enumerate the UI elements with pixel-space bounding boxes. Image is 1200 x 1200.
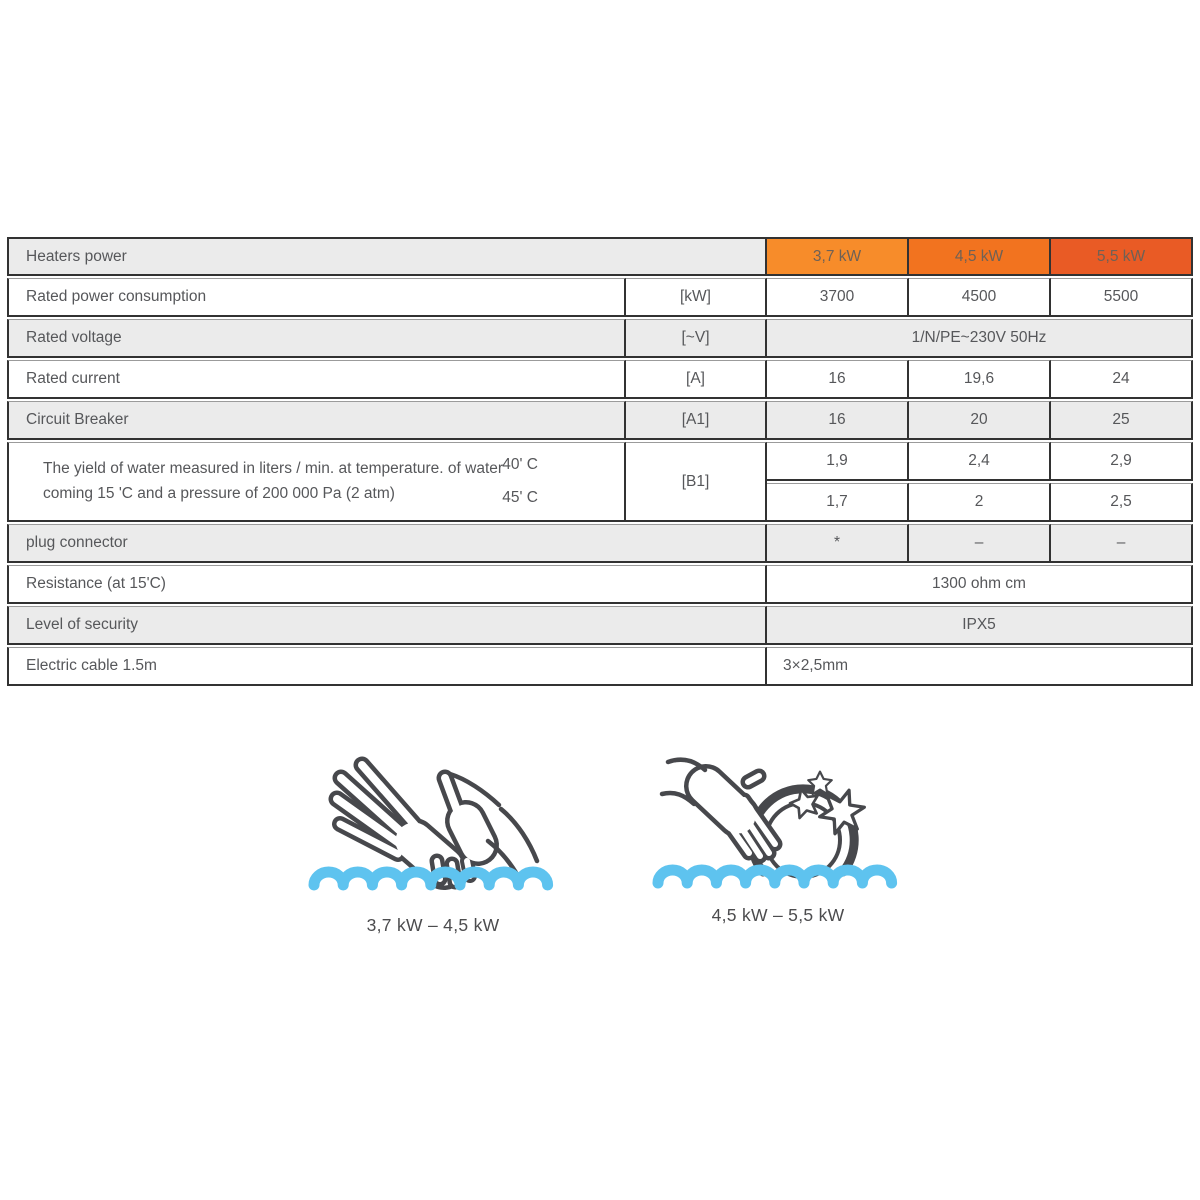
row-label: Rated voltage — [7, 319, 626, 358]
value-cell: 1,9 — [767, 442, 910, 481]
table-row-plug-connector: plug connector * – – — [7, 524, 1194, 563]
sparkle-stars — [788, 770, 866, 836]
value-cell: 2 — [909, 483, 1052, 522]
value-cell: 3700 — [767, 278, 910, 317]
value-cell: 16 — [767, 360, 910, 399]
model-header-5-5kw: 5,5 kW — [1051, 237, 1194, 276]
value-cell: – — [909, 524, 1052, 563]
water-wave — [308, 866, 554, 891]
merged-value-cell: 1/N/PE~230V 50Hz — [767, 319, 1194, 358]
row-label: plug connector — [7, 524, 768, 563]
merged-value-cell: IPX5 — [767, 606, 1194, 645]
table-row-circuit-breaker: Circuit Breaker [A1] 16 20 25 — [7, 401, 1194, 440]
unit-cell: [A1] — [626, 401, 768, 440]
yield-description: The yield of water measured in liters / … — [43, 460, 504, 502]
value-cell: 20 — [909, 401, 1052, 440]
value-cell: 2,5 — [1051, 483, 1194, 522]
water-wave — [652, 864, 898, 889]
table-row-heaters-power: Heaters power 3,7 kW 4,5 kW 5,5 kW — [7, 237, 1194, 276]
back-hand — [328, 756, 467, 890]
value-cell: * — [767, 524, 910, 563]
table-row-security: Level of security IPX5 — [7, 606, 1194, 645]
dish-washing-illustration: 4,5 kW – 5,5 kW — [648, 740, 908, 926]
dish-waves-drawing — [652, 757, 898, 889]
table-row-rated-current: Rated current [A] 16 19,6 24 — [7, 360, 1194, 399]
heater-spec-table: Heaters power 3,7 kW 4,5 kW 5,5 kW Rated… — [7, 235, 1194, 688]
yield-temp-45-label: 45' C — [502, 489, 538, 506]
merged-value-cell: 1300 ohm cm — [767, 565, 1194, 604]
table-row-yield-45c: 1,7 2 2,5 — [7, 483, 1194, 522]
heaters-power-label: Heaters power — [7, 237, 768, 276]
value-cell: 4500 — [909, 278, 1052, 317]
row-label: Rated current — [7, 360, 626, 399]
front-hand — [429, 769, 540, 890]
merged-value-cell: 3×2,5mm — [767, 647, 1194, 686]
model-header-4-5kw: 4,5 kW — [909, 237, 1052, 276]
dish-caption: 4,5 kW – 5,5 kW — [711, 905, 845, 925]
value-cell: 24 — [1051, 360, 1194, 399]
model-header-3-7kw: 3,7 kW — [767, 237, 910, 276]
value-cell: 5500 — [1051, 278, 1194, 317]
row-label: Rated power consumption — [7, 278, 626, 317]
table-row-yield-40c: The yield of water measured in liters / … — [7, 442, 1194, 522]
value-cell: 2,4 — [909, 442, 1052, 481]
table-row-rated-voltage: Rated voltage [~V] 1/N/PE~230V 50Hz — [7, 319, 1194, 358]
value-cell: 2,9 — [1051, 442, 1194, 481]
unit-cell: [A] — [626, 360, 768, 399]
value-cell: 25 — [1051, 401, 1194, 440]
row-label: Level of security — [7, 606, 768, 645]
washing-hand — [659, 757, 783, 864]
row-label: Electric cable 1.5m — [7, 647, 768, 686]
yield-label-cell: The yield of water measured in liters / … — [7, 442, 626, 522]
table-row-cable: Electric cable 1.5m 3×2,5mm — [7, 647, 1194, 686]
row-label: Circuit Breaker — [7, 401, 626, 440]
value-cell: 16 — [767, 401, 910, 440]
value-cell: – — [1051, 524, 1194, 563]
table-row-rated-power: Rated power consumption [kW] 3700 4500 5… — [7, 278, 1194, 317]
unit-cell: [B1] — [626, 442, 768, 522]
unit-cell: [kW] — [626, 278, 768, 317]
table-row-resistance: Resistance (at 15'C) 1300 ohm cm — [7, 565, 1194, 604]
unit-cell: [~V] — [626, 319, 768, 358]
yield-temp-40-label: 40' C — [502, 456, 538, 473]
hands-caption: 3,7 kW – 4,5 kW — [366, 915, 500, 935]
value-cell: 1,7 — [767, 483, 910, 522]
value-cell: 19,6 — [909, 360, 1052, 399]
hands-in-water-illustration: 3,7 kW – 4,5 kW — [308, 745, 558, 936]
hands-waves-drawing — [308, 756, 554, 891]
row-label: Resistance (at 15'C) — [7, 565, 768, 604]
